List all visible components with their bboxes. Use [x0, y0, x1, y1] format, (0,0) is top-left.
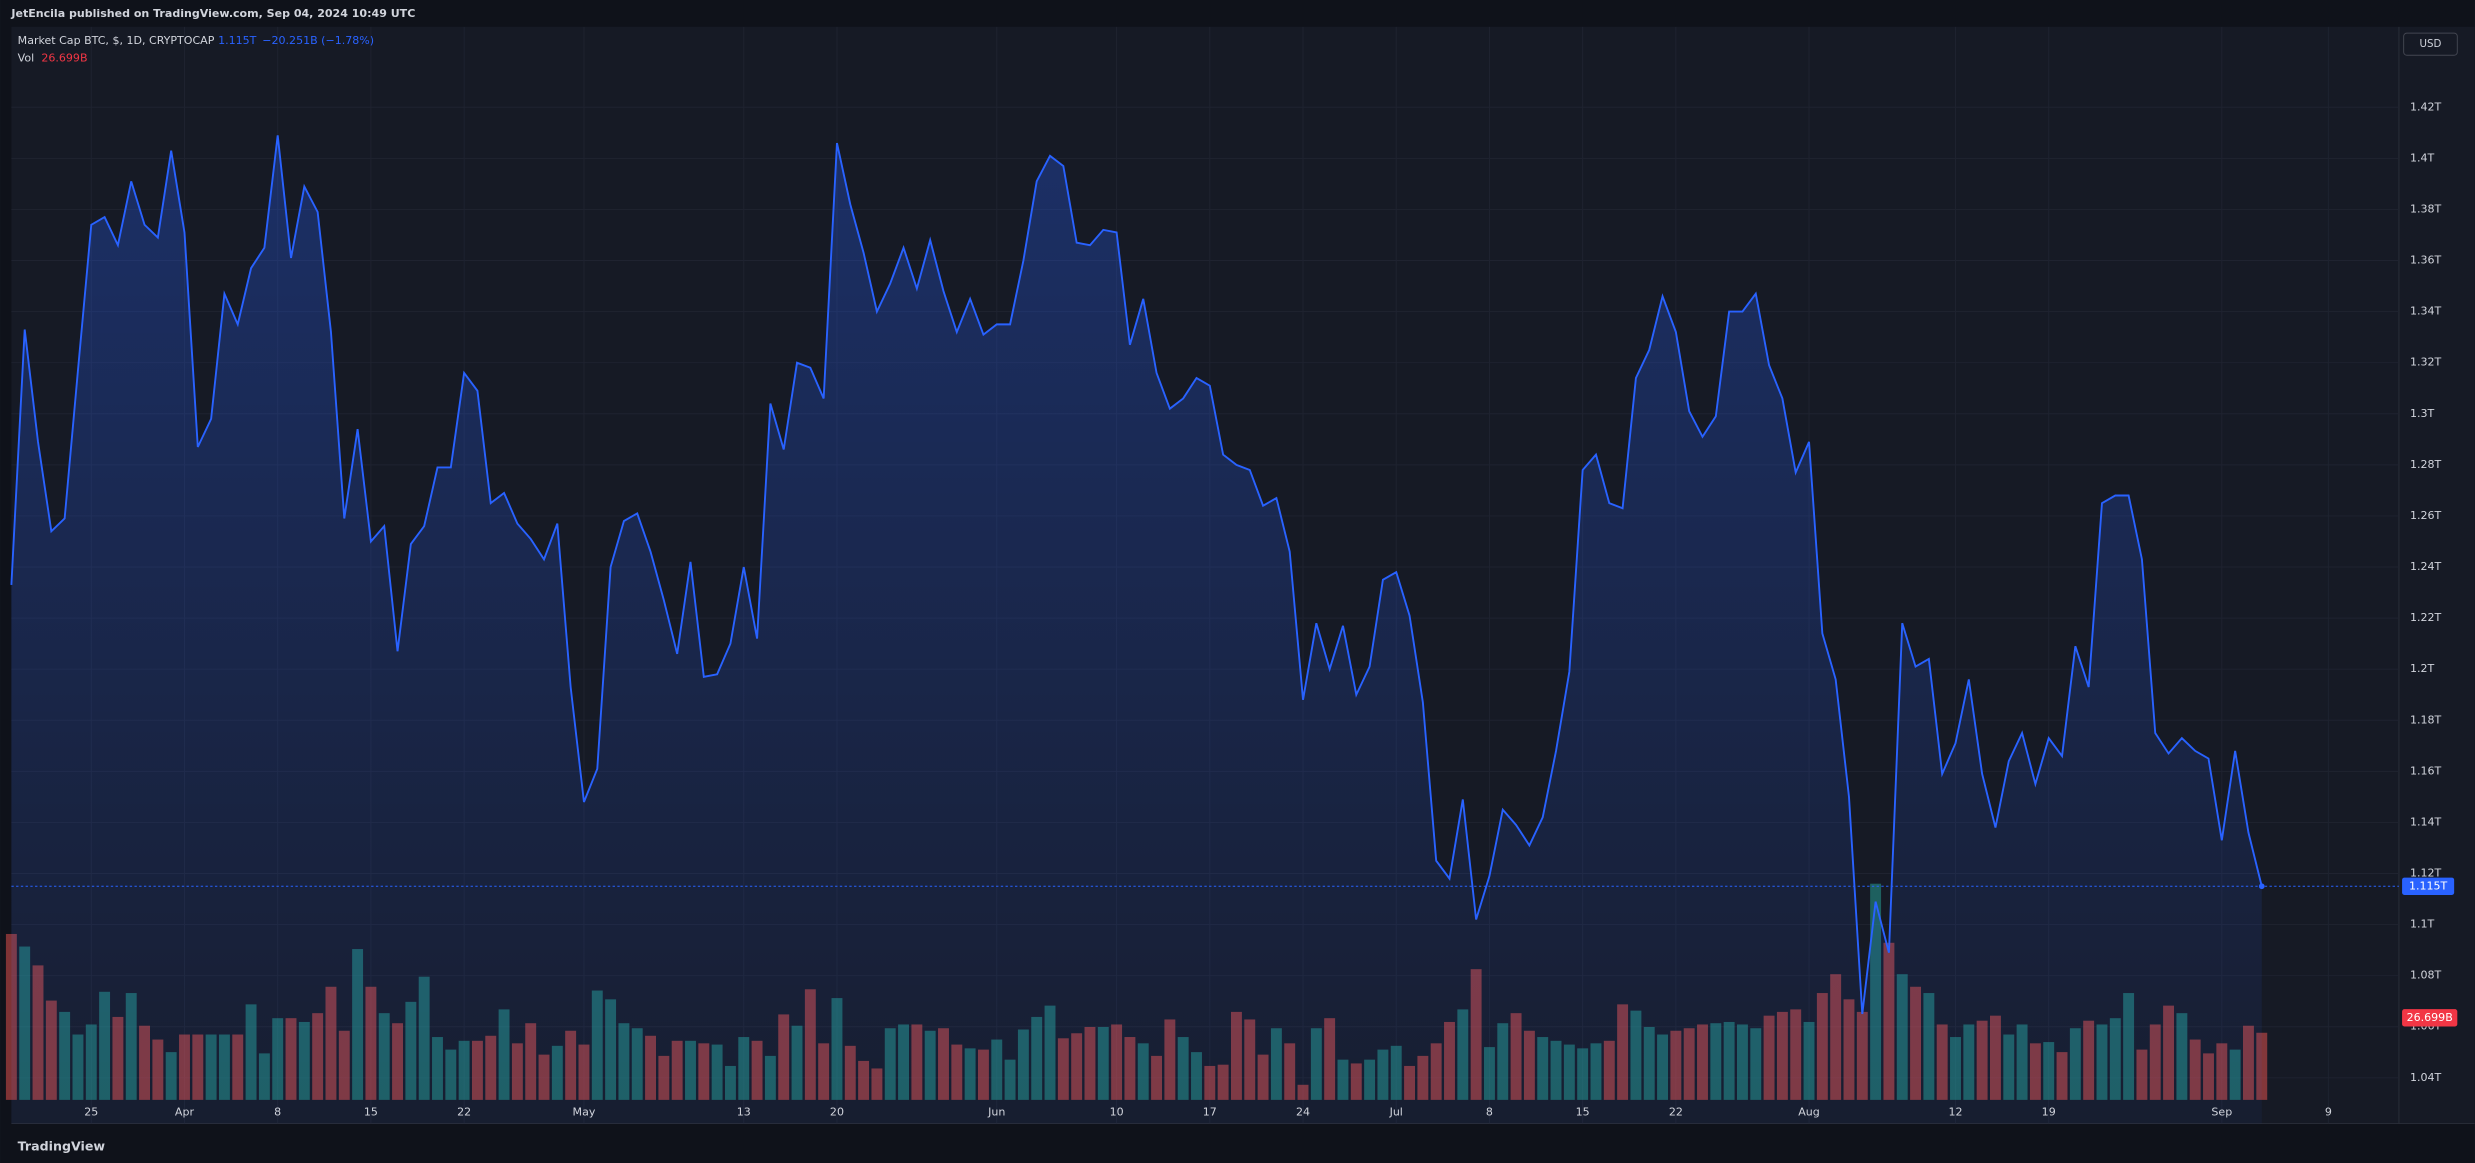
x-tick-label: 22: [457, 1106, 471, 1119]
y-tick-label: 1.38T: [2410, 202, 2442, 215]
x-tick-label: Jun: [987, 1106, 1005, 1119]
legend-price: 1.115T: [218, 34, 257, 47]
y-tick-label: 1.12T: [2410, 867, 2442, 880]
volume-tag-label: 26.699B: [2407, 1011, 2453, 1024]
x-tick-label: 15: [1576, 1106, 1590, 1119]
y-tick-label: 1.34T: [2410, 305, 2442, 318]
x-tick-label: Aug: [1798, 1106, 1820, 1119]
y-tick-label: 1.2T: [2410, 662, 2435, 675]
price-axis: [2398, 26, 2475, 1124]
y-tick-label: 1.24T: [2410, 560, 2442, 573]
x-tick-label: Apr: [175, 1106, 195, 1119]
x-tick-label: 12: [1948, 1106, 1962, 1119]
price-line: [10, 135, 2263, 1015]
y-tick-label: 1.04T: [2410, 1071, 2442, 1084]
x-tick-label: Jul: [1389, 1106, 1403, 1119]
x-tick-label: Sep: [2211, 1106, 2232, 1119]
y-tick-label: 1.28T: [2410, 458, 2442, 471]
price-tag: [2402, 877, 2455, 895]
legend-name: Market Cap BTC, $, 1D, CRYPTOCAP: [18, 34, 215, 47]
last-point: [2258, 883, 2265, 890]
y-tick-label: 1.18T: [2410, 713, 2442, 726]
x-tick-label: 8: [274, 1106, 281, 1119]
volume-bar: [2256, 1032, 2268, 1100]
y-tick-label: 1.16T: [2410, 764, 2442, 777]
x-tick-label: 8: [1486, 1106, 1493, 1119]
x-tick-label: 13: [737, 1106, 751, 1119]
x-tick-label: 19: [2042, 1106, 2056, 1119]
x-tick-label: 20: [830, 1106, 844, 1119]
y-tick-label: 1.4T: [2410, 151, 2435, 164]
x-tick-label: 10: [1110, 1106, 1124, 1119]
x-tick-label: 9: [2325, 1106, 2332, 1119]
price-tag-label: 1.115T: [2409, 879, 2448, 892]
x-tick-label: 22: [1669, 1106, 1683, 1119]
y-tick-label: 1.1T: [2410, 918, 2435, 931]
y-tick-label: 1.3T: [2410, 407, 2435, 420]
x-tick-label: 25: [84, 1106, 98, 1119]
volume-bar: [5, 933, 17, 1100]
x-tick-label: May: [573, 1106, 596, 1119]
legend-vol-value: 26.699B: [41, 51, 87, 64]
y-tick-label: 1.32T: [2410, 356, 2442, 369]
currency-button[interactable]: [2403, 32, 2458, 56]
y-tick-label: 1.22T: [2410, 611, 2442, 624]
y-tick-label: 1.08T: [2410, 969, 2442, 982]
x-tick-label: 17: [1203, 1106, 1217, 1119]
x-tick-label: 24: [1296, 1106, 1310, 1119]
legend-change: −20.251B (−1.78%): [262, 34, 374, 47]
y-tick-label: 1.42T: [2410, 100, 2442, 113]
y-tick-label: 1.14T: [2410, 815, 2442, 828]
footer-logo[interactable]: TradingView: [18, 1139, 106, 1154]
currency[interactable]: USD: [2420, 38, 2442, 50]
legend-vol: Vol: [18, 51, 35, 64]
volume-tag: [2402, 1009, 2458, 1027]
y-tick-label: 1.26T: [2410, 509, 2442, 522]
area-fill: [11, 135, 2262, 1124]
x-tick-label: 15: [364, 1106, 378, 1119]
y-tick-label: 1.36T: [2410, 254, 2442, 267]
publisher: JetEncila published on TradingView.com, …: [10, 7, 415, 20]
